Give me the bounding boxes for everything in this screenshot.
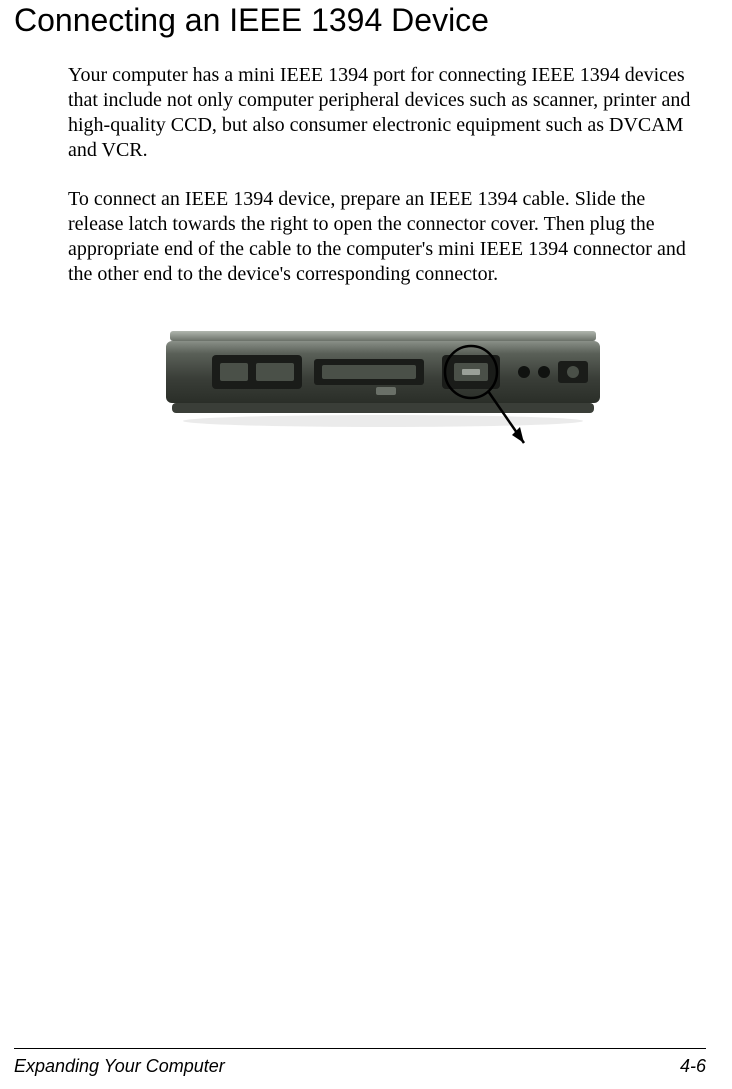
device-illustration [164,325,602,481]
paragraph-2: To connect an IEEE 1394 device, prepare … [68,187,698,287]
page-heading: Connecting an IEEE 1394 Device [14,0,732,39]
page-footer: Expanding Your Computer 4-6 [14,1056,706,1077]
footer-section-title: Expanding Your Computer [14,1056,225,1077]
paragraph-1: Your computer has a mini IEEE 1394 port … [68,63,698,163]
body-text: Your computer has a mini IEEE 1394 port … [68,63,698,486]
footer-rule [14,1048,706,1049]
footer-page-number: 4-6 [680,1056,706,1077]
device-figure [68,325,698,486]
